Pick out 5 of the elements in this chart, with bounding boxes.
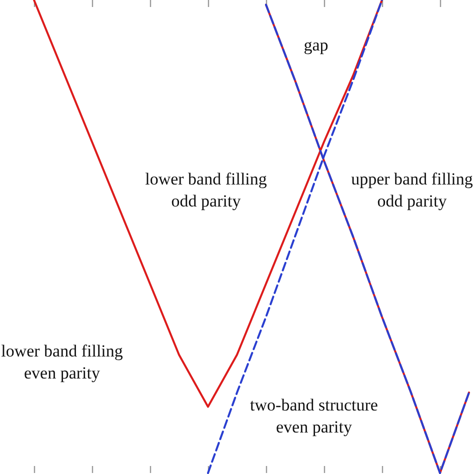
annotation: lower band filling even parity xyxy=(1,342,124,382)
annotation: gap xyxy=(304,36,328,54)
annotation: two-band structure even parity xyxy=(250,396,378,436)
annotation: lower band filling odd parity xyxy=(145,170,268,210)
annotation: upper band filling odd parity xyxy=(351,170,474,210)
